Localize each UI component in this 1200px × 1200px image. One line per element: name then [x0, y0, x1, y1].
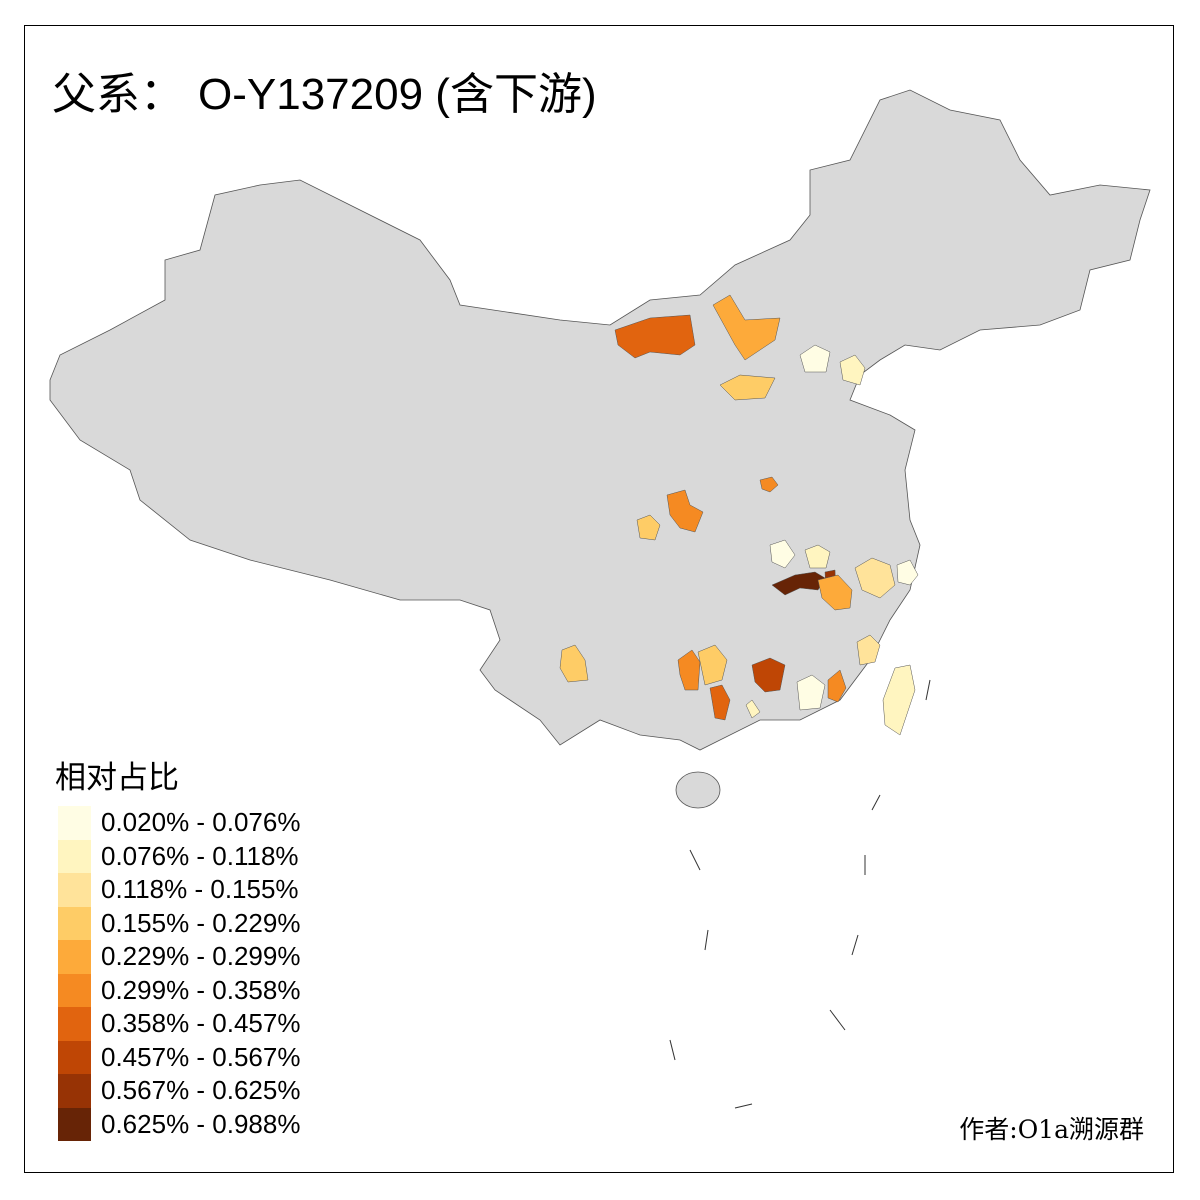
legend-item: 0.155% - 0.229%	[58, 906, 301, 940]
island-mark	[925, 679, 931, 701]
legend-item: 0.625% - 0.988%	[58, 1107, 301, 1141]
legend-label: 0.567% - 0.625%	[101, 1075, 301, 1106]
legend-label: 0.076% - 0.118%	[101, 840, 299, 871]
region-class-1	[745, 699, 761, 719]
legend-item: 0.299% - 0.358%	[58, 973, 301, 1007]
region-class-4	[817, 574, 853, 611]
title-prefix: 父系：	[52, 69, 184, 120]
legend-item: 0.076% - 0.118%	[58, 839, 300, 873]
legend-item: 0.567% - 0.625%	[58, 1074, 300, 1108]
region-class-1	[804, 544, 831, 569]
region-class-5	[759, 476, 779, 493]
region-class-0	[796, 674, 826, 711]
region-class-5	[827, 669, 847, 703]
title-haplogroup: O-Y137209	[198, 70, 424, 119]
legend-label: 0.358% - 0.457%	[101, 1008, 301, 1039]
region-class-2	[856, 634, 881, 666]
region-class-3	[559, 644, 589, 683]
region-class-0	[799, 344, 831, 373]
island-mark	[871, 794, 881, 811]
island-mark	[734, 1103, 753, 1109]
china-base	[49, 89, 1151, 751]
legend-swatch	[58, 1107, 91, 1141]
region-class-7	[751, 657, 786, 693]
legend-item: 0.020% - 0.076%	[58, 806, 300, 840]
legend-label: 0.020% - 0.076%	[101, 807, 301, 838]
island-mark	[689, 849, 701, 871]
region-class-3	[636, 514, 661, 541]
region-class-5	[677, 649, 701, 691]
legend-swatch	[58, 1007, 91, 1041]
region-class-2	[854, 557, 896, 599]
frame	[24, 25, 1174, 1173]
region-class-0	[769, 539, 796, 569]
title-suffix: (含下游)	[423, 70, 597, 119]
legend-swatch	[58, 839, 91, 873]
region-class-6	[709, 684, 731, 721]
legend-swatch	[58, 973, 91, 1007]
map-title: 父系： O-Y137209 (含下游)	[52, 58, 597, 122]
legend-swatch	[58, 940, 91, 974]
legend-title: 相对占比	[55, 760, 179, 796]
region-class-6	[614, 314, 696, 359]
island-mark	[829, 1009, 846, 1031]
region-class-1	[839, 354, 866, 386]
region-class-3	[719, 374, 776, 401]
region-class-5	[666, 489, 704, 533]
legend: 0.020% - 0.076% 0.076% - 0.118% 0.118% - 0…	[58, 806, 300, 1141]
region-class-1	[882, 664, 916, 736]
legend-item: 0.358% - 0.457%	[58, 1007, 300, 1041]
legend-label: 0.625% - 0.988%	[101, 1108, 301, 1139]
legend-label: 0.155% - 0.229%	[101, 907, 301, 938]
legend-swatch	[58, 906, 91, 940]
legend-label: 0.457% - 0.567%	[101, 1041, 301, 1072]
island-mark	[704, 929, 709, 951]
region-class-0	[896, 559, 919, 586]
legend-item: 0.229% - 0.299%	[58, 940, 300, 974]
legend-swatch	[58, 1074, 91, 1108]
legend-swatch	[58, 873, 91, 907]
legend-item: 0.457% - 0.567%	[58, 1040, 301, 1074]
hainan	[675, 771, 721, 809]
region-class-4	[712, 294, 781, 361]
legend-item: 0.118% - 0.155%	[58, 873, 300, 907]
region-class-3	[697, 644, 728, 686]
legend-label: 0.229% - 0.299%	[101, 941, 301, 972]
author-credit: 作者:O1a溯源群	[959, 1115, 1144, 1144]
legend-swatch	[58, 1040, 91, 1074]
legend-swatch	[58, 806, 91, 840]
island-mark	[851, 934, 859, 956]
legend-label: 0.299% - 0.358%	[101, 974, 301, 1005]
island-mark	[669, 1039, 676, 1061]
legend-label: 0.118% - 0.155%	[101, 874, 299, 905]
